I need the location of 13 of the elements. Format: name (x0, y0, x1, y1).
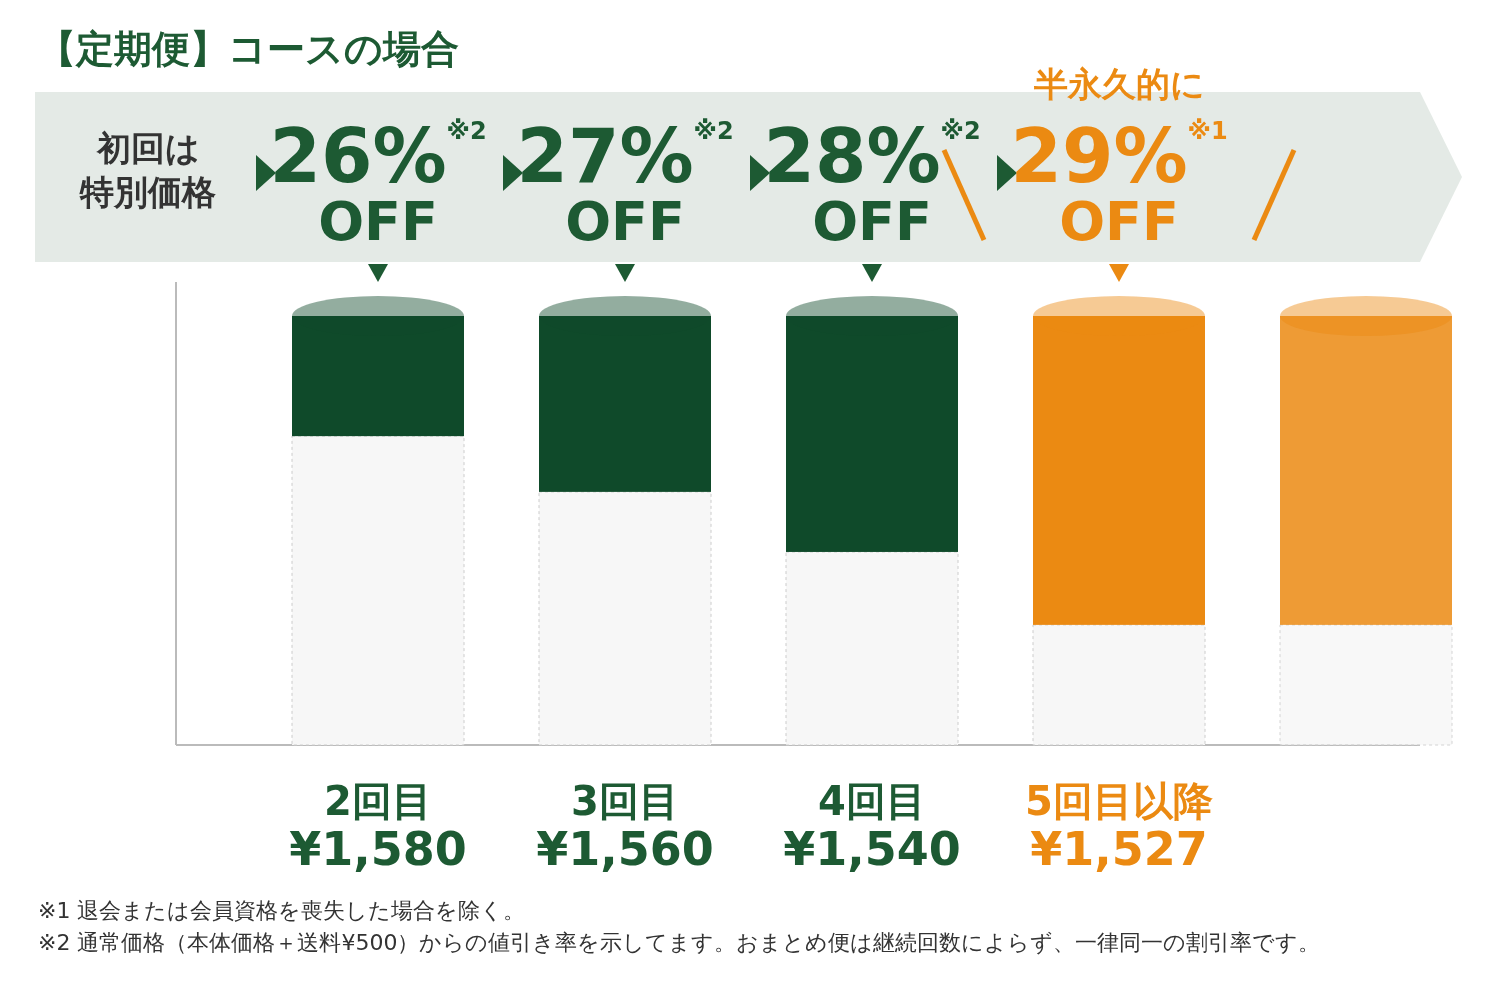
text: 半永久的に (1032, 64, 1205, 104)
text: ※1 退会または会員資格を喪失した場合を除く。 (38, 898, 526, 923)
x-tick-label: 2回目 (324, 778, 432, 824)
annotation: ¥1,580 (289, 822, 467, 876)
text: 初回は特別価格 (79, 128, 216, 212)
x-tick-label: 4回目 (818, 778, 926, 824)
chart-title: 【定期便】コースの場合 (38, 27, 459, 71)
annotation: ¥1,560 (536, 822, 714, 876)
text: ※2 通常価格（本体価格＋送料¥500）からの値引き率を示してます。おまとめ便は継続回数によらず、一律同一の割引率です。 (38, 930, 1321, 955)
x-tick-label: 3回目 (571, 778, 679, 824)
annotation: ¥1,527 (1030, 822, 1208, 876)
annotation: ¥1,540 (783, 822, 961, 876)
x-tick-label: 5回目以降 (1025, 778, 1213, 824)
